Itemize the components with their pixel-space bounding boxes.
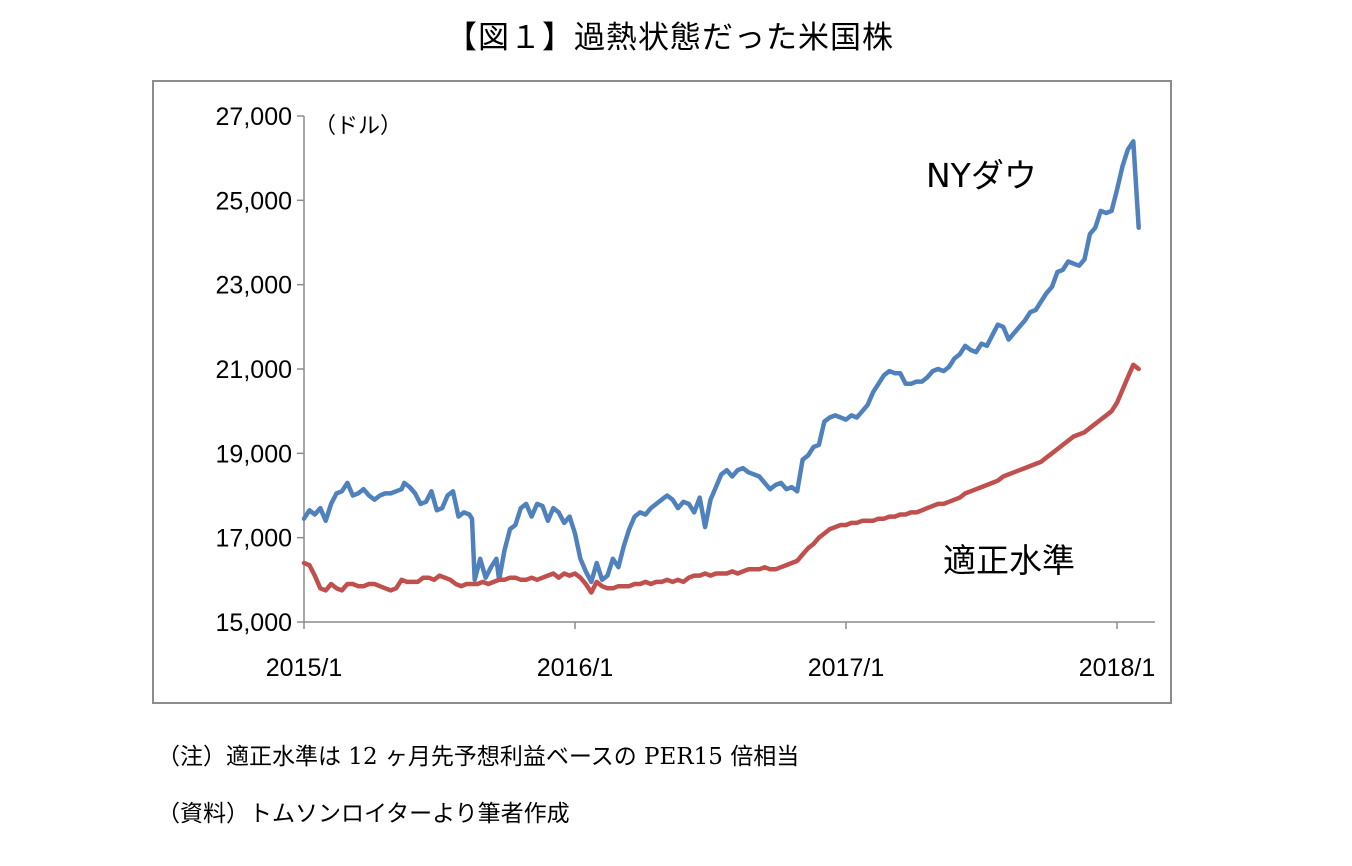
series-line-ny-dow — [301, 139, 1141, 585]
footnote-source: （資料）トムソンロイターより筆者作成 — [157, 801, 570, 827]
y-tick-label: 23,000 — [216, 272, 292, 300]
series-label-fair-level: 適正水準 — [943, 541, 1075, 580]
y-tick-label: 17,000 — [216, 525, 292, 553]
x-tick-label: 2018/1 — [1079, 654, 1155, 682]
y-tick-label: 15,000 — [216, 609, 292, 637]
y-axis-unit-label: （ドル） — [314, 114, 402, 139]
series-line-fair-level — [301, 362, 1141, 595]
x-tick-label: 2017/1 — [808, 654, 884, 682]
y-axis-ticks: 15,000 17,000 19,000 21,000 23,000 25,000 27,0… — [216, 103, 304, 637]
footnote-note: （注）適正水準は 12 ヶ月先予想利益ベースの PER15 倍相当 — [157, 744, 800, 770]
page-title: 【図１】過熱状態だった米国株 — [446, 20, 894, 56]
y-tick-label: 27,000 — [216, 103, 292, 131]
x-axis-ticks: 2015/1 2016/1 2017/1 2018/1 — [266, 622, 1155, 682]
x-tick-label: 2016/1 — [537, 654, 613, 682]
y-tick-label: 19,000 — [216, 440, 292, 468]
y-tick-label: 25,000 — [216, 187, 292, 215]
series-label-ny-dow: NYダウ — [926, 156, 1037, 195]
chart-series — [301, 139, 1141, 595]
chart-frame — [152, 80, 1172, 704]
x-tick-label: 2015/1 — [266, 654, 342, 682]
y-tick-label: 21,000 — [216, 356, 292, 384]
